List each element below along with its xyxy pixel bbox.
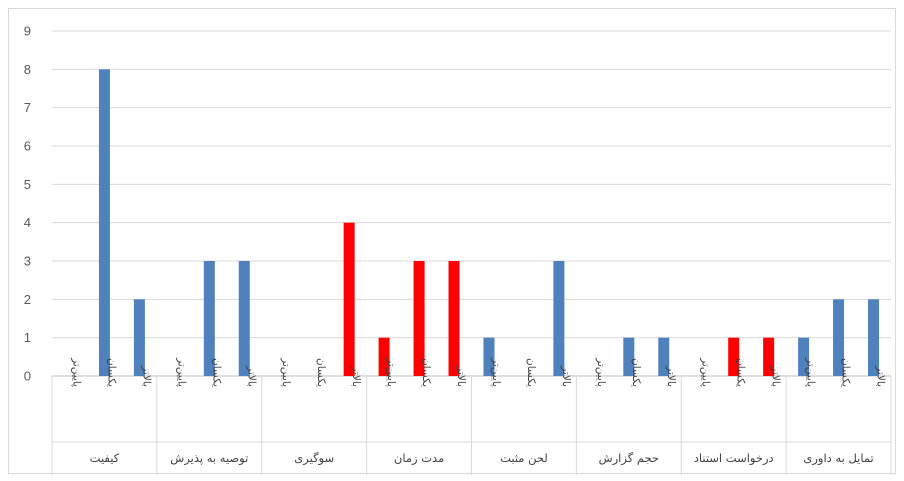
bar bbox=[98, 69, 110, 377]
y-tick-label: 7 bbox=[24, 100, 31, 115]
sub-category-label: یکسان bbox=[420, 358, 432, 387]
category-label: تمایل به داوری bbox=[803, 451, 873, 466]
sub-category-label: بالاتر bbox=[560, 365, 572, 387]
sub-category-label: پایین‌تر bbox=[700, 357, 712, 387]
sub-category-label: بالاتر bbox=[455, 365, 467, 387]
y-tick-label: 6 bbox=[24, 139, 31, 154]
y-tick-label: 9 bbox=[24, 24, 31, 39]
sub-category-label: یکسان bbox=[840, 358, 852, 387]
sub-category-label: پایین‌تر bbox=[280, 357, 292, 387]
bar bbox=[833, 299, 845, 376]
bar bbox=[413, 261, 425, 376]
bar bbox=[728, 337, 740, 376]
sub-category-label: بالاتر bbox=[245, 365, 257, 387]
bar bbox=[343, 222, 355, 376]
category-label: درخواست استناد bbox=[694, 451, 774, 466]
sub-category-label: یکسان bbox=[315, 358, 327, 387]
sub-category-label: یکسان bbox=[525, 358, 537, 387]
sub-category-label: بالاتر bbox=[140, 365, 152, 387]
bar bbox=[133, 299, 145, 376]
bar bbox=[448, 261, 460, 376]
sub-category-label: بالاتر bbox=[665, 365, 677, 387]
category-label: حجم گزارش bbox=[599, 451, 659, 466]
category-label: لحن مثبت bbox=[500, 451, 548, 466]
sub-category-label: پایین‌تر bbox=[595, 357, 607, 387]
bar bbox=[868, 299, 880, 376]
chart-frame: 0 1 2 3 4 5 6 7 8 9 پایین‌تر یکسان بالاتر کیفیت پایین‌… bbox=[8, 8, 896, 475]
sub-category-label: بالاتر bbox=[350, 365, 362, 387]
bar bbox=[378, 337, 390, 376]
sub-category-label: پایین‌تر bbox=[385, 357, 397, 387]
y-tick-label: 2 bbox=[24, 292, 31, 307]
y-tick-label: 1 bbox=[24, 330, 31, 345]
y-tick-label: 0 bbox=[24, 369, 31, 384]
y-tick-label: 3 bbox=[24, 254, 31, 269]
bar bbox=[203, 261, 215, 376]
sub-category-label: یکسان bbox=[105, 358, 117, 387]
sub-category-label: یکسان bbox=[735, 358, 747, 387]
bar bbox=[798, 337, 810, 376]
bar bbox=[658, 337, 670, 376]
bar-chart: 0 1 2 3 4 5 6 7 8 9 پایین‌تر یکسان بالاتر کیفیت پایین‌… bbox=[24, 24, 892, 475]
sub-category-label: پایین‌تر bbox=[490, 357, 502, 387]
y-tick-label: 4 bbox=[24, 215, 31, 230]
bar bbox=[238, 261, 250, 376]
y-tick-label: 5 bbox=[24, 177, 31, 192]
sub-category-label: بالاتر bbox=[875, 365, 887, 387]
bar bbox=[483, 337, 495, 376]
category-label: مدت زمان bbox=[394, 451, 444, 466]
category-label: کیفیت bbox=[90, 451, 120, 465]
category-label: توصیه به پذیرش bbox=[170, 451, 248, 466]
bar bbox=[553, 261, 565, 376]
sub-category-label: یکسان bbox=[210, 358, 222, 387]
sub-category-label: پایین‌تر bbox=[805, 357, 817, 387]
sub-category-label: یکسان bbox=[630, 358, 642, 387]
bar bbox=[623, 337, 635, 376]
sub-category-label: بالاتر bbox=[770, 365, 782, 387]
category-label: سوگیری bbox=[294, 451, 334, 466]
sub-category-label: پایین‌تر bbox=[175, 357, 187, 387]
y-tick-label: 8 bbox=[24, 62, 31, 77]
sub-category-label: پایین‌تر bbox=[70, 357, 82, 387]
bar bbox=[763, 337, 775, 376]
